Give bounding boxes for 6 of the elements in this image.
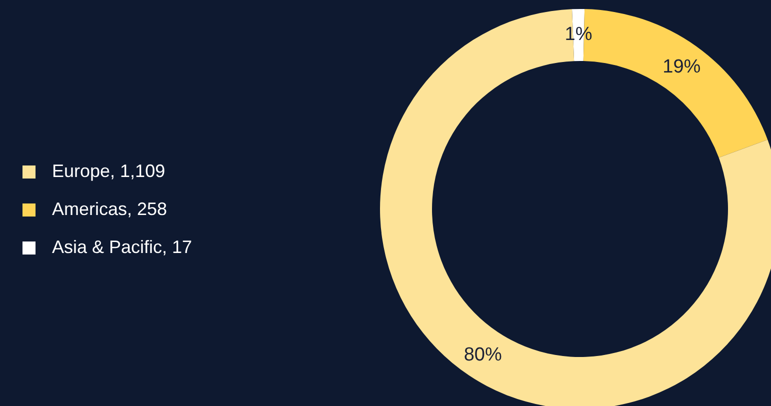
legend-label: Asia & Pacific, 17 xyxy=(52,237,192,257)
data-label: 1% xyxy=(564,24,592,46)
legend-label: Americas, 258 xyxy=(52,199,168,219)
data-label: 80% xyxy=(464,344,502,366)
data-label: 19% xyxy=(662,56,701,78)
legend-label: Europe, 1,109 xyxy=(52,161,166,181)
